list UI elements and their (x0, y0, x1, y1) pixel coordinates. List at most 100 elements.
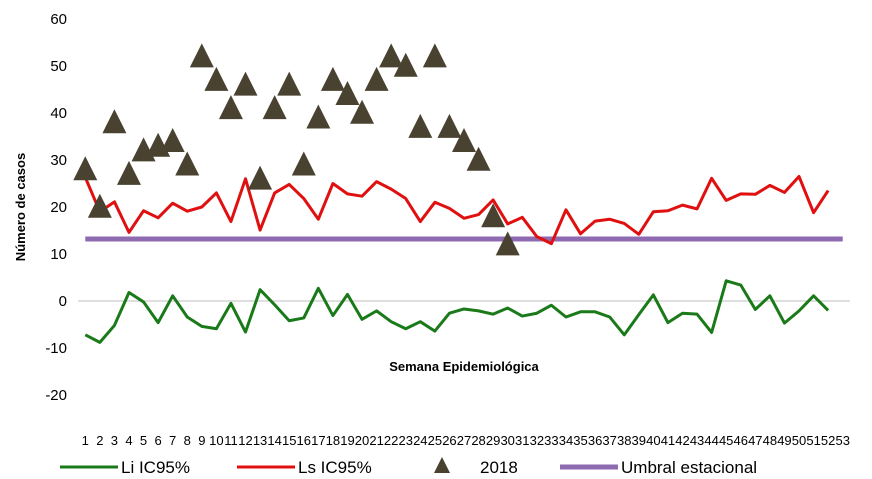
marker-2018 (73, 156, 98, 181)
x-tick-label: 46 (734, 433, 748, 448)
x-tick-label: 1 (82, 433, 89, 448)
y-tick-label: -10 (45, 340, 67, 357)
marker-2018 (335, 81, 360, 105)
marker-2018 (291, 151, 316, 176)
x-tick-label: 47 (748, 433, 762, 448)
y-tick-label: 30 (50, 152, 67, 169)
x-tick-label: 49 (777, 433, 791, 448)
series-line-li-ic95 (84, 279, 830, 344)
x-tick-label: 11 (224, 433, 238, 448)
x-tick-label: 26 (442, 433, 456, 448)
marker-2018 (175, 151, 200, 176)
series-line-ls-ic95 (83, 174, 830, 246)
marker-2018 (495, 231, 520, 256)
x-tick-label: 15 (282, 433, 296, 448)
x-tick-label: 5 (140, 433, 147, 448)
x-tick-label: 35 (573, 433, 587, 448)
legend-marker-2018 (434, 457, 450, 473)
marker-2018 (116, 160, 141, 185)
marker-2018 (379, 43, 404, 68)
x-tick-label: 32 (530, 433, 544, 448)
y-tick-label: 10 (50, 246, 67, 263)
x-tick-label: 29 (486, 433, 500, 448)
x-tick-label: 12 (238, 433, 252, 448)
x-tick-label: 6 (154, 433, 161, 448)
marker-2018 (466, 146, 491, 171)
x-tick-label: 45 (719, 433, 733, 448)
x-tick-label: 16 (297, 433, 311, 448)
plot-area (73, 43, 843, 344)
x-tick-label: 48 (763, 433, 777, 448)
x-tick-label: 27 (457, 433, 471, 448)
x-tick-label: 25 (428, 433, 442, 448)
marker-2018 (452, 128, 476, 152)
x-tick-label: 2 (96, 433, 103, 448)
x-tick-label: 17 (311, 433, 325, 448)
marker-2018 (320, 66, 345, 91)
x-tick-label: 8 (184, 433, 191, 448)
x-tick-label: 19 (340, 433, 354, 448)
marker-2018 (481, 203, 506, 228)
x-tick-label: 53 (835, 433, 849, 448)
x-tick-label: 18 (326, 433, 340, 448)
marker-2018 (364, 66, 389, 91)
marker-2018 (350, 99, 375, 124)
x-tick-label: 33 (544, 433, 558, 448)
x-axis-ticks: 1 2 3 4 5 6 7 8 9 10 11 12 13 14 15 16 17 18 19 20 21 22 23 24 2… (82, 433, 850, 448)
y-axis-title: Número de casos (13, 153, 28, 261)
x-tick-label: 52 (821, 433, 835, 448)
marker-2018 (160, 128, 185, 152)
x-tick-label: 38 (617, 433, 631, 448)
x-tick-label: 9 (198, 433, 205, 448)
x-tick-label: 43 (690, 433, 704, 448)
x-tick-label: 30 (500, 433, 514, 448)
marker-2018 (218, 95, 243, 120)
y-tick-label: 40 (50, 105, 67, 122)
x-tick-label: 50 (792, 433, 806, 448)
y-tick-label: -20 (45, 387, 67, 404)
x-tick-label: 31 (515, 433, 529, 448)
marker-2018 (189, 43, 214, 68)
marker-2018 (87, 193, 112, 218)
x-tick-label: 4 (125, 433, 132, 448)
x-tick-label: 13 (253, 433, 267, 448)
marker-2018 (204, 66, 229, 91)
x-tick-label: 22 (384, 433, 398, 448)
y-axis-ticks: -20 -10 0 10 20 30 40 50 60 (45, 11, 67, 404)
x-tick-label: 39 (632, 433, 646, 448)
marker-2018 (233, 71, 258, 96)
x-tick-label: 34 (559, 433, 573, 448)
y-tick-label: 50 (50, 58, 67, 75)
x-tick-label: 23 (399, 433, 413, 448)
marker-2018 (262, 95, 287, 120)
y-tick-label: 0 (59, 293, 67, 310)
x-tick-label: 37 (602, 433, 616, 448)
x-tick-label: 44 (704, 433, 718, 448)
x-tick-label: 20 (355, 433, 369, 448)
marker-2018 (422, 43, 447, 68)
x-axis-title: Semana Epidemiológica (389, 359, 539, 374)
y-tick-label: 20 (50, 199, 67, 216)
x-tick-label: 36 (588, 433, 602, 448)
x-tick-label: 3 (111, 433, 118, 448)
marker-2018 (437, 113, 462, 138)
legend-label-li-ic95: Li IC95% (121, 458, 190, 477)
x-tick-label: 28 (471, 433, 485, 448)
marker-2018 (306, 104, 331, 129)
legend: Li IC95% Ls IC95% 2018 Umbral estacional (60, 457, 757, 477)
marker-2018 (248, 165, 273, 190)
x-tick-label: 51 (806, 433, 820, 448)
marker-2018 (393, 52, 418, 77)
x-tick-label: 7 (169, 433, 176, 448)
marker-2018 (277, 71, 302, 96)
marker-2018 (408, 113, 433, 138)
x-tick-label: 14 (267, 433, 281, 448)
x-tick-label: 40 (646, 433, 660, 448)
legend-label-umbral-estacional: Umbral estacional (621, 458, 757, 477)
x-tick-label: 10 (209, 433, 223, 448)
x-tick-label: 41 (661, 433, 675, 448)
legend-label-2018: 2018 (480, 458, 518, 477)
marker-2018 (102, 109, 127, 134)
y-tick-label: 60 (50, 11, 67, 28)
